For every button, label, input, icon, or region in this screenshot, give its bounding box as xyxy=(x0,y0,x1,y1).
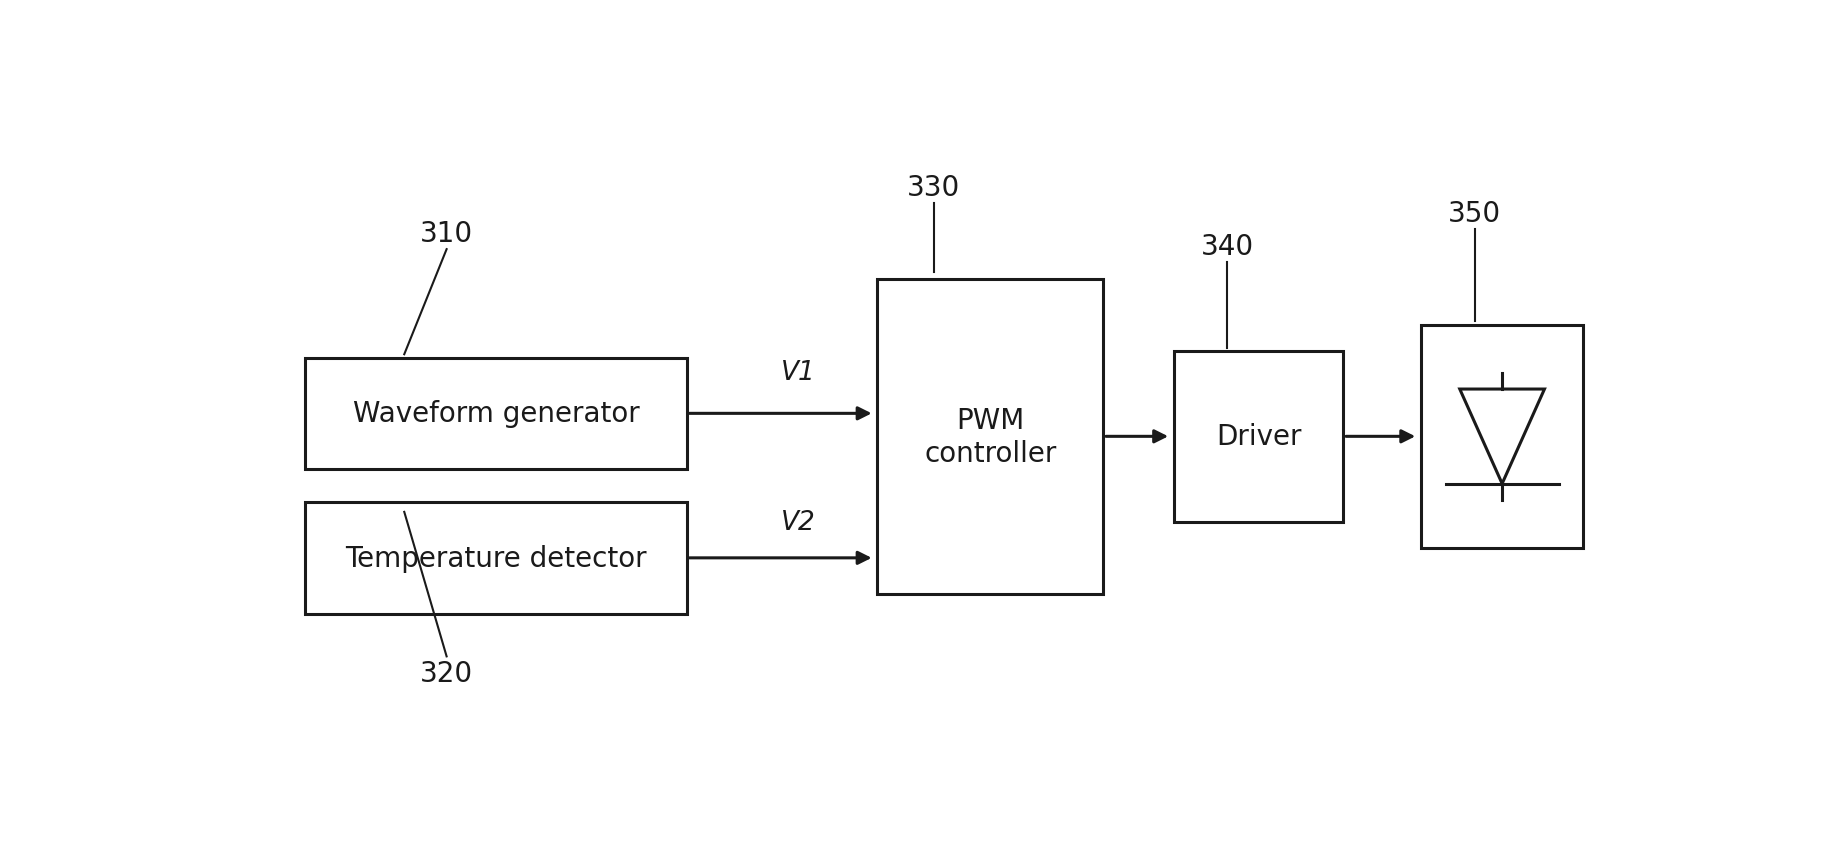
Text: 320: 320 xyxy=(421,659,474,687)
Text: Driver: Driver xyxy=(1215,423,1301,451)
Text: 350: 350 xyxy=(1448,199,1501,227)
Bar xyxy=(306,358,687,469)
Polygon shape xyxy=(1459,389,1545,484)
Text: Temperature detector: Temperature detector xyxy=(344,544,647,573)
Text: 340: 340 xyxy=(1201,233,1254,261)
Bar xyxy=(1421,325,1583,549)
Text: 310: 310 xyxy=(421,220,474,247)
Text: Waveform generator: Waveform generator xyxy=(353,400,640,428)
Text: V2: V2 xyxy=(782,509,816,535)
Text: V1: V1 xyxy=(782,360,816,385)
Bar xyxy=(1173,352,1343,522)
Bar xyxy=(306,503,687,614)
Bar xyxy=(878,279,1104,595)
Text: 330: 330 xyxy=(907,174,960,202)
Text: PWM
controller: PWM controller xyxy=(924,406,1057,467)
